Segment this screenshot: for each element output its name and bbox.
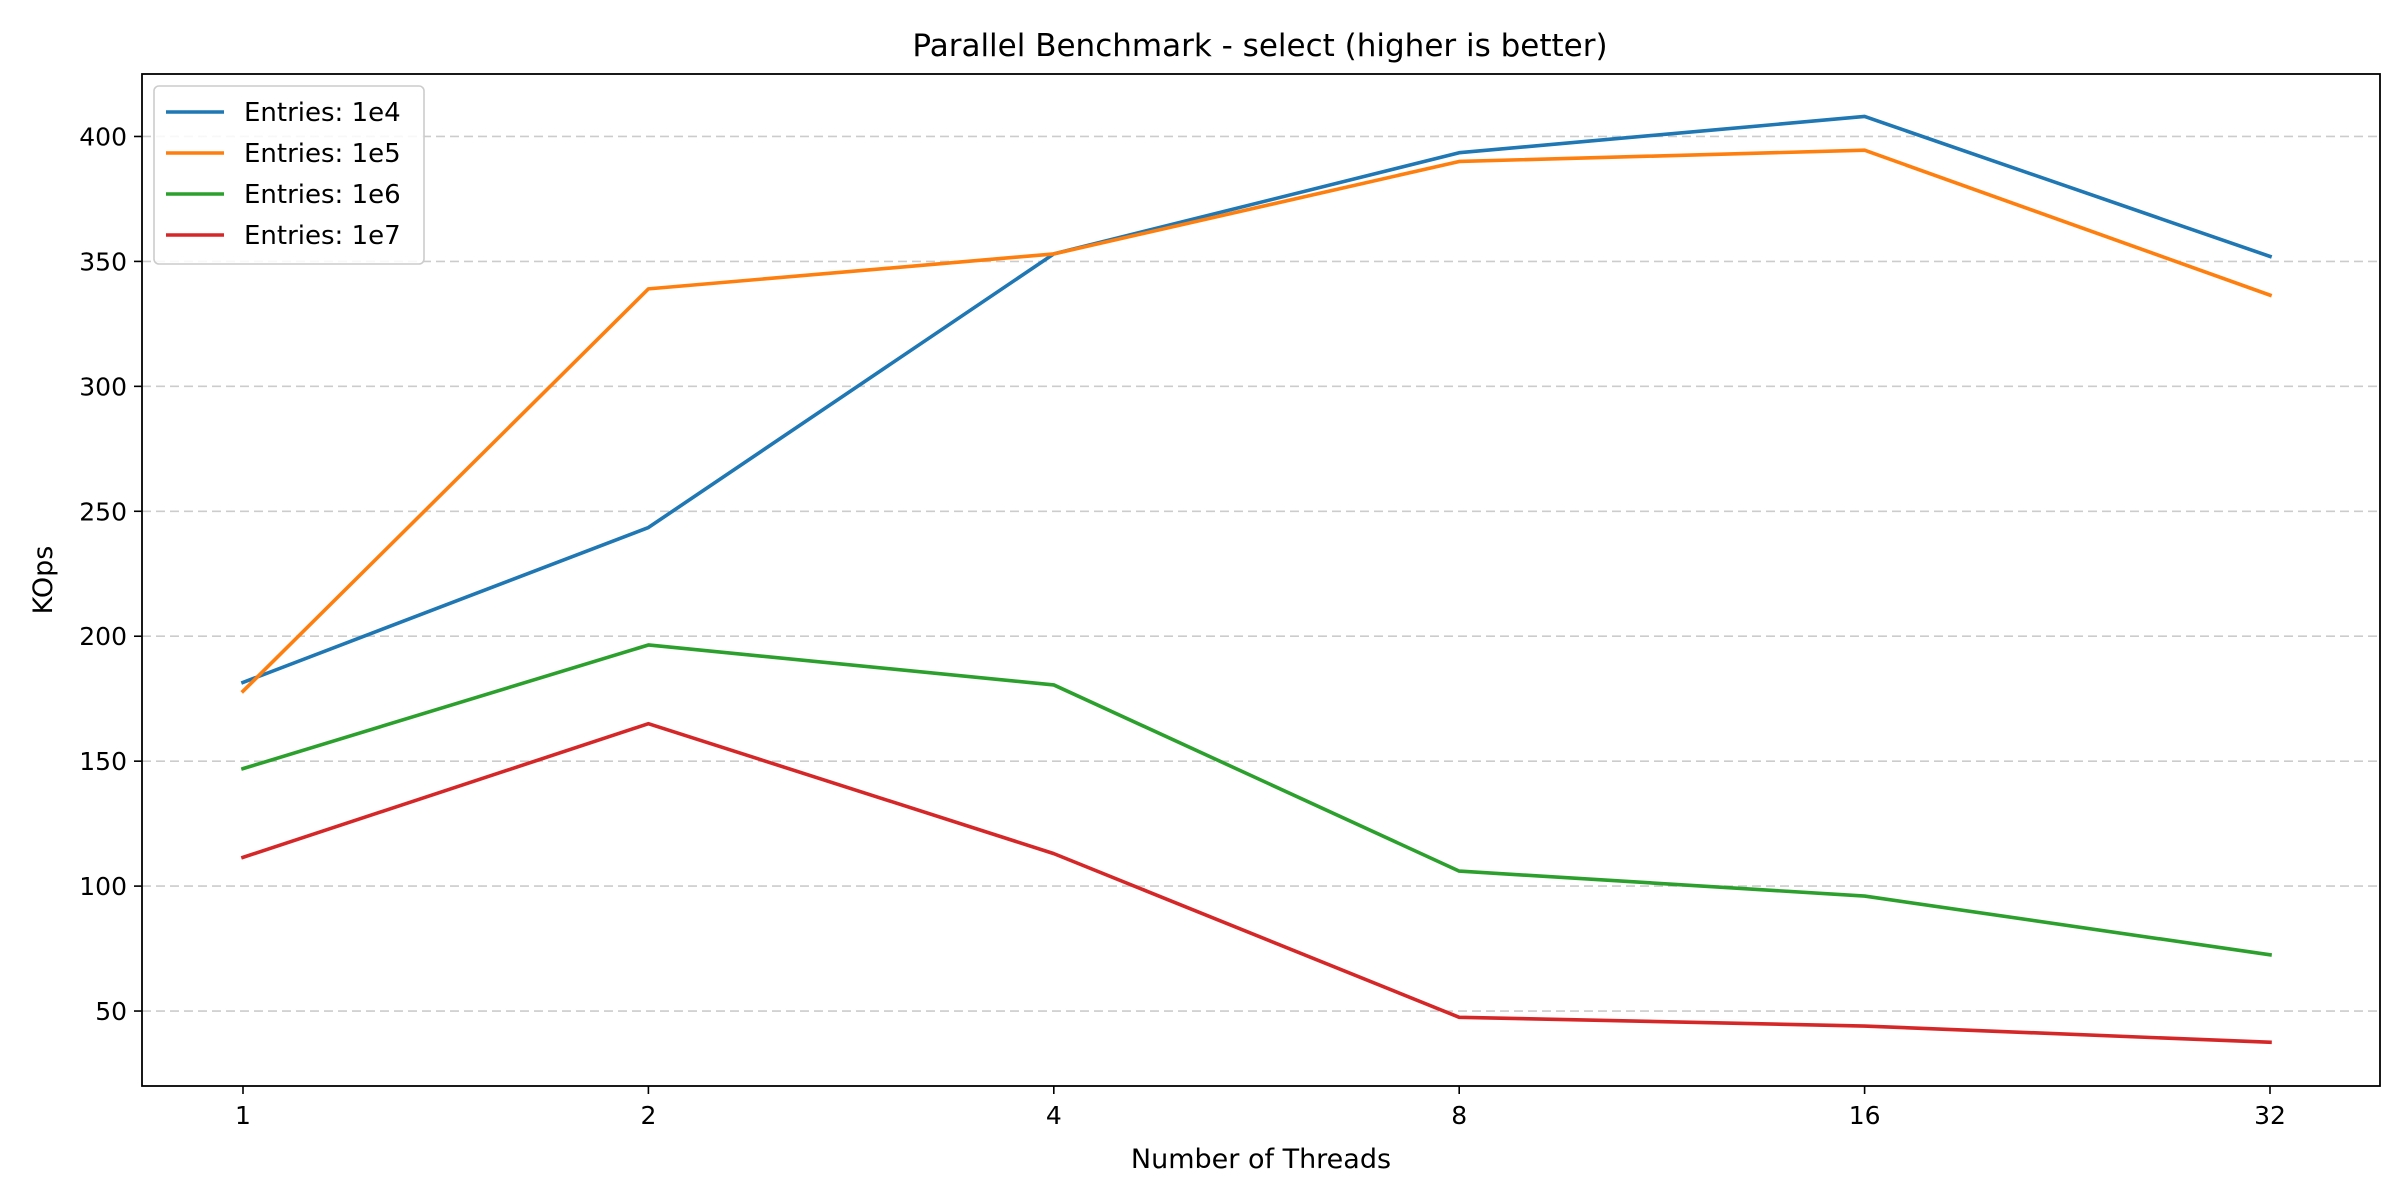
legend-label: Entries: 1e5 xyxy=(244,139,401,169)
y-tick-label: 200 xyxy=(79,622,127,651)
legend-label: Entries: 1e6 xyxy=(244,180,401,210)
y-tick-label: 350 xyxy=(79,247,127,276)
y-tick-label: 100 xyxy=(79,872,127,901)
x-tick-label: 32 xyxy=(2254,1101,2286,1130)
x-tick-label: 4 xyxy=(1046,1101,1062,1130)
y-tick-label: 400 xyxy=(79,122,127,151)
series-layer xyxy=(240,114,2273,1045)
y-tick-label: 150 xyxy=(79,747,127,776)
x-axis-label: Number of Threads xyxy=(1131,1144,1391,1175)
x-tick-label: 16 xyxy=(1849,1101,1881,1130)
series-line-4 xyxy=(240,721,2272,1045)
series-line-1 xyxy=(240,114,2273,685)
y-tick-label: 50 xyxy=(95,997,127,1026)
legend-label: Entries: 1e4 xyxy=(244,98,401,128)
legend-box xyxy=(153,85,425,265)
legend-label: Entries: 1e7 xyxy=(244,221,401,251)
legend: Entries: 1e4 Entries: 1e5 Entries: 1e6 Entr… xyxy=(153,85,425,265)
x-tick-label: 1 xyxy=(235,1101,251,1130)
chart-title: Parallel Benchmark - select (higher is b… xyxy=(912,28,1607,64)
plot-frame xyxy=(141,73,2381,1087)
y-axis-label: KOps xyxy=(28,546,59,615)
y-tick-label: 300 xyxy=(79,372,127,401)
x-tick-label: 2 xyxy=(640,1101,656,1130)
tick-layer: 50 100 150 200 250 300 350 400 1 2 4 8 16 32 xyxy=(79,122,2286,1130)
grid-layer xyxy=(142,135,2380,1012)
y-tick-label: 250 xyxy=(79,497,127,526)
x-tick-label: 8 xyxy=(1451,1101,1467,1130)
series-line-3 xyxy=(240,643,2273,957)
series-line-2 xyxy=(240,148,2273,694)
